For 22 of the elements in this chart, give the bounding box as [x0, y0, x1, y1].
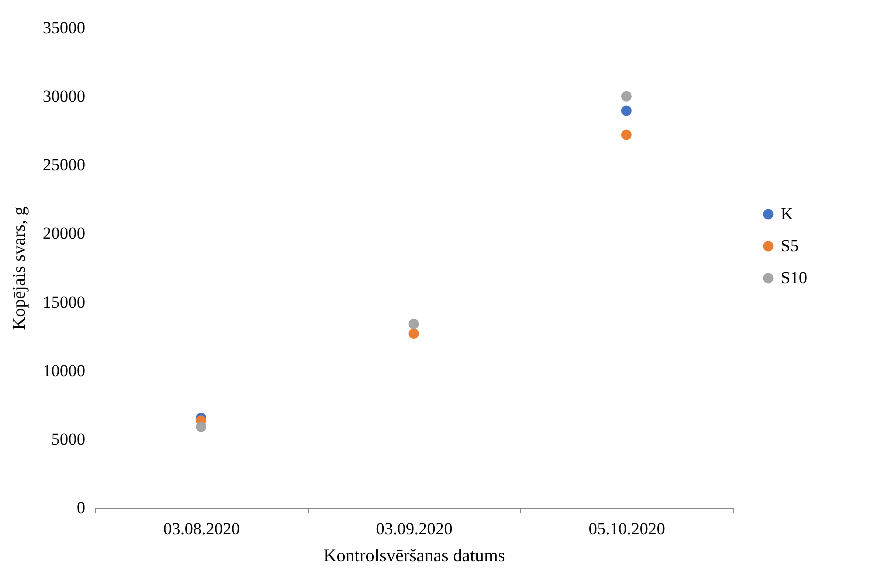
y-tick-label: 10000 — [43, 361, 86, 380]
y-tick-label: 5000 — [52, 430, 86, 449]
y-tick-label: 35000 — [43, 18, 86, 38]
legend-label: S5 — [781, 236, 799, 256]
point — [408, 318, 420, 330]
point — [621, 130, 632, 140]
y-tick-label: 0 — [77, 498, 86, 518]
legend-label: S10 — [781, 268, 808, 288]
y-tick-label: 15000 — [43, 292, 86, 312]
x-tick-label: 03.09.2020 — [376, 520, 453, 538]
point — [621, 91, 632, 102]
y-tick-label: 20000 — [43, 224, 86, 244]
y-tick-label: 25000 — [43, 156, 86, 175]
x-tick-label: 03.08.2020 — [164, 520, 240, 538]
point — [408, 328, 420, 340]
legend-label: K — [781, 204, 794, 224]
point — [196, 422, 207, 432]
point — [621, 106, 632, 116]
y-tick-label: 30000 — [43, 87, 86, 106]
x-axis-title: Kontrolsvēršanas datums — [324, 546, 506, 566]
y-axis-title: Kopējais svars, g — [9, 206, 29, 330]
x-tick-label: 05.10.2020 — [588, 520, 666, 538]
